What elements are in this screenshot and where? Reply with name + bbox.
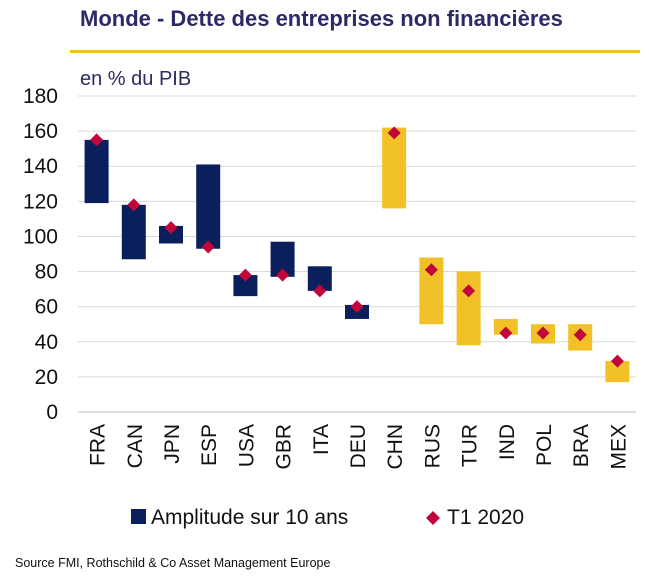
y-tick-label: 100	[23, 225, 58, 248]
x-tick-label-chn: CHN	[384, 424, 407, 470]
y-tick-label: 120	[23, 190, 58, 213]
range-bar-chn	[382, 127, 407, 209]
x-tick-label-fra: FRA	[87, 424, 110, 466]
marker-rus	[424, 263, 438, 277]
marker-jpn	[164, 221, 178, 235]
x-tick-label-ind: IND	[496, 424, 519, 460]
x-tick-label-jpn: JPN	[161, 424, 184, 464]
marker-tur	[462, 284, 476, 298]
x-tick-label-pol: POL	[533, 424, 556, 466]
marker-deu	[350, 300, 364, 314]
range-bar-jpn	[159, 225, 183, 244]
range-bar-fra	[84, 139, 109, 204]
marker-gbr	[276, 268, 290, 282]
x-tick-label-usa: USA	[235, 424, 258, 467]
marker-ita	[313, 284, 327, 298]
legend-square-icon	[131, 509, 146, 524]
x-tick-label-mex: MEX	[607, 424, 630, 470]
marker-bra	[573, 328, 587, 342]
legend-label-t1: T1 2020	[447, 506, 524, 529]
x-tick-label-tur: TUR	[459, 424, 482, 467]
marker-usa	[238, 268, 252, 282]
marker-esp	[201, 240, 215, 254]
gridlines	[78, 95, 636, 413]
y-tick-label: 160	[23, 120, 58, 143]
range-bars	[84, 127, 630, 383]
marker-mex	[610, 354, 624, 368]
y-axis-ticks: 0 20 40 60 80 100 120 140 160 180	[23, 85, 58, 424]
t1-2020-markers	[90, 126, 624, 368]
y-tick-label: 20	[35, 366, 58, 389]
chart-title: Monde - Dette des entreprises non financ…	[80, 6, 563, 31]
x-tick-label-bra: BRA	[570, 424, 593, 467]
range-bar-can	[121, 204, 146, 260]
range-bar-usa	[233, 275, 258, 297]
legend-label-range: Amplitude sur 10 ans	[151, 506, 348, 529]
y-tick-label: 40	[35, 331, 58, 354]
y-tick-label: 80	[35, 261, 58, 284]
marker-ind	[499, 326, 513, 340]
x-tick-label-esp: ESP	[198, 424, 221, 466]
x-tick-label-ita: ITA	[310, 424, 333, 455]
marker-can	[127, 198, 141, 212]
legend: Amplitude sur 10 ans T1 2020	[131, 506, 524, 529]
title-underline	[70, 50, 640, 53]
y-tick-label: 140	[23, 155, 58, 178]
source-note: Source FMI, Rothschild & Co Asset Manage…	[15, 556, 331, 570]
y-tick-label: 60	[35, 296, 58, 319]
x-tick-label-rus: RUS	[421, 424, 444, 468]
unit-label: en % du PIB	[80, 68, 192, 90]
range-bar-tur	[456, 271, 481, 346]
range-bar-esp	[196, 164, 221, 249]
y-tick-label: 180	[23, 85, 58, 108]
x-tick-label-deu: DEU	[347, 424, 370, 468]
marker-fra	[90, 133, 104, 147]
range-bar-mex	[605, 361, 630, 383]
x-tick-label-can: CAN	[124, 424, 147, 468]
legend-diamond-icon	[426, 511, 440, 525]
marker-pol	[536, 326, 550, 340]
chart-area: 0 20 40 60 80 100 120 140 160 180 FRA CAN JPN ESP USA…	[23, 85, 636, 529]
marker-chn	[387, 126, 401, 140]
x-tick-label-gbr: GBR	[273, 424, 296, 470]
y-tick-label: 0	[46, 401, 58, 424]
x-axis-ticks: FRA CAN JPN ESP USA GBR ITA DEU CHN RUS TUR IND POL B…	[87, 424, 631, 470]
